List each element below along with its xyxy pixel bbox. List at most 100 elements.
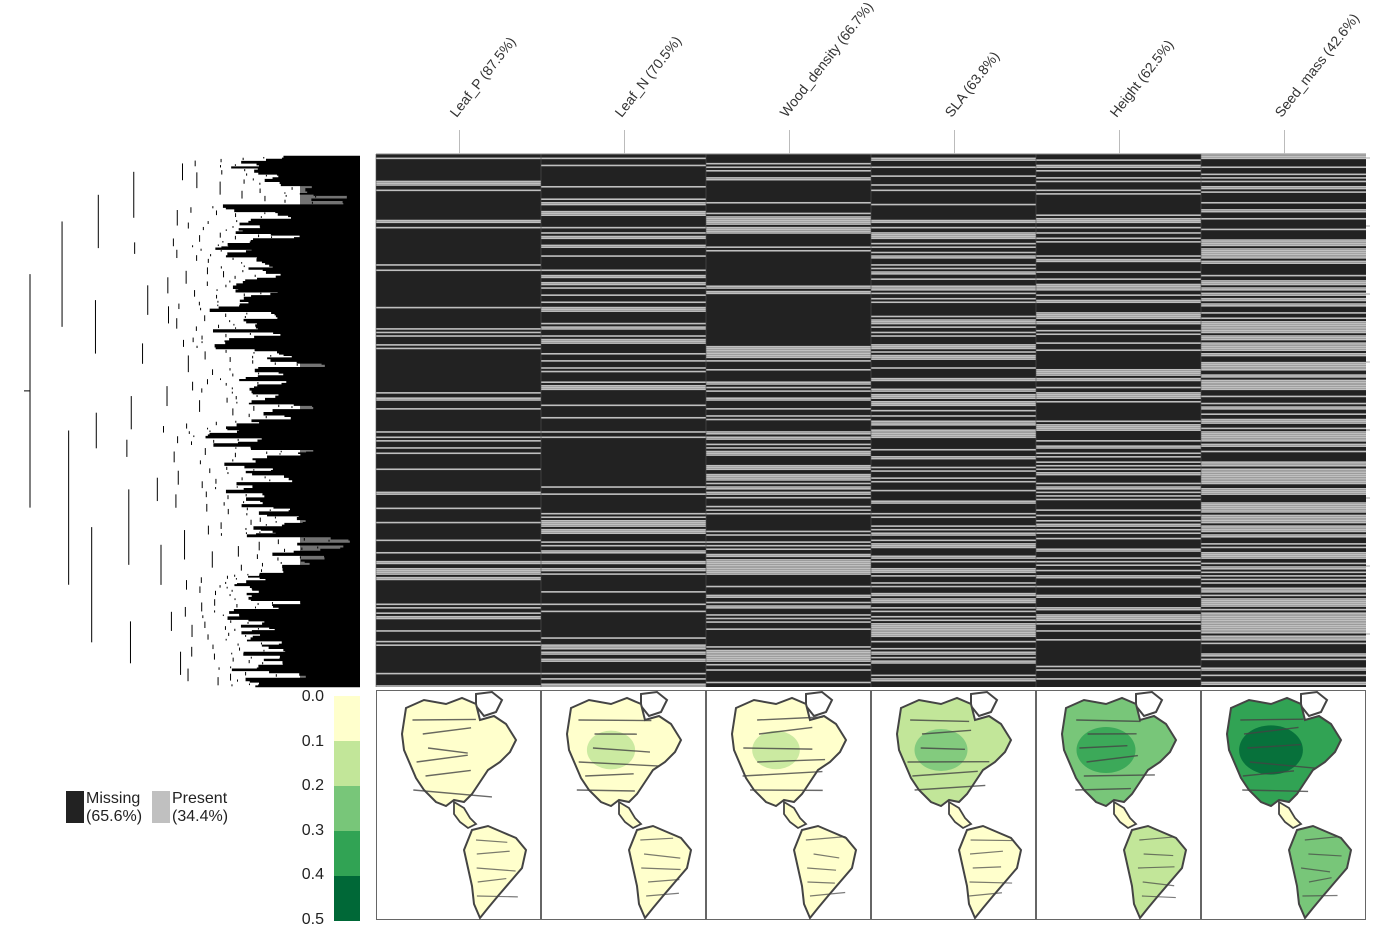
- heatmap-cell-present: [541, 342, 706, 344]
- heatmap-cell-present: [541, 294, 706, 296]
- heatmap-cell-present: [541, 545, 706, 547]
- heatmap-cell-present: [871, 657, 1036, 659]
- colorbar-segment-3: [334, 831, 360, 876]
- heatmap-cell-present: [871, 433, 1036, 435]
- heatmap-cell-present: [871, 293, 1036, 295]
- heatmap-cell-present: [706, 179, 871, 181]
- heatmap-cell-present: [1201, 522, 1366, 524]
- heatmap-cell-present: [1201, 461, 1366, 463]
- heatmap-cell-present: [1036, 394, 1201, 396]
- heatmap-cell-present: [1201, 630, 1366, 632]
- heatmap-cell-present: [1036, 181, 1201, 183]
- heatmap-cell-present: [871, 678, 1036, 680]
- heatmap-cell-present: [1201, 248, 1366, 250]
- heatmap-cell-present: [541, 246, 706, 248]
- heatmap-cell-present: [376, 227, 541, 229]
- heatmap-cell-present: [871, 348, 1036, 350]
- heatmap-cell-present: [541, 307, 706, 309]
- heatmap-cell-present: [541, 282, 706, 284]
- heatmap-cell-present: [1201, 280, 1366, 282]
- heatmap-cell-present: [541, 611, 706, 613]
- column-tick: [1284, 130, 1285, 154]
- heatmap-cell-present: [871, 422, 1036, 424]
- heatmap-cell-present: [871, 568, 1036, 570]
- heatmap-cell-present: [706, 497, 871, 499]
- heatmap-cell-present: [1036, 468, 1201, 470]
- heatmap-column-height: [1036, 154, 1201, 687]
- heatmap-cell-present: [871, 326, 1036, 328]
- heatmap-cell-present: [1201, 534, 1366, 536]
- heatmap-cell-present: [706, 566, 871, 568]
- heatmap-cell-present: [1201, 563, 1366, 565]
- heatmap-cell-present: [871, 680, 1036, 682]
- heatmap-cell-present: [706, 628, 871, 630]
- heatmap-cell-present: [1201, 566, 1366, 568]
- heatmap-cell-present: [1201, 525, 1366, 527]
- heatmap-cell-present: [1201, 639, 1366, 641]
- heatmap-cell-present: [706, 509, 871, 511]
- heatmap-cell-present: [1036, 300, 1201, 302]
- heatmap-cell-present: [541, 186, 706, 188]
- map-boundary: [1302, 895, 1337, 896]
- heatmap-cell-present: [871, 234, 1036, 236]
- heatmap-cell-present: [541, 524, 706, 526]
- heatmap-cell-present: [1201, 557, 1366, 559]
- heatmap-cell-present: [541, 436, 706, 438]
- heatmap-cell-present: [1201, 655, 1366, 657]
- heatmap-cell-present: [541, 651, 706, 653]
- heatmap-cell-present: [1201, 396, 1366, 398]
- heatmap-cell-present: [541, 214, 706, 216]
- heatmap-cell-present: [1201, 374, 1366, 376]
- heatmap-cell-present: [871, 625, 1036, 627]
- heatmap-cell-present: [1201, 209, 1366, 211]
- heatmap-cell-present: [1201, 481, 1366, 483]
- heatmap-cell-present: [871, 607, 1036, 609]
- heatmap-cell-present: [1036, 616, 1201, 618]
- heatmap-cell-present: [1201, 531, 1366, 533]
- heatmap-cell-present: [871, 619, 1036, 621]
- heatmap-cell-present: [1201, 554, 1366, 556]
- heatmap-cell-present: [871, 570, 1036, 572]
- heatmap-cell-present: [541, 310, 706, 312]
- heatmap-cell-present: [706, 387, 871, 389]
- heatmap-cell-present: [541, 211, 706, 213]
- heatmap-cell-present: [1201, 643, 1366, 645]
- colorbar-tick-label: 0.5: [290, 911, 324, 929]
- heatmap-cell-present: [706, 669, 871, 671]
- heatmap-cell-present: [1036, 284, 1201, 286]
- heatmap-cell-present: [1036, 488, 1201, 490]
- heatmap-cell-present: [376, 579, 541, 581]
- heatmap-cell-present: [706, 467, 871, 469]
- heatmap-cell-present: [541, 516, 706, 518]
- heatmap-cell-present: [541, 335, 706, 337]
- heatmap-cell-present: [376, 570, 541, 572]
- heatmap-cell-present: [1036, 238, 1201, 240]
- heatmap-cell-present: [1036, 669, 1201, 671]
- heatmap-cell-present: [706, 468, 871, 470]
- heatmap-cell-present: [541, 541, 706, 543]
- phylogeny-dendrogram: [0, 150, 370, 695]
- heatmap-cell-present: [1201, 492, 1366, 494]
- heatmap-cell-present: [1201, 582, 1366, 584]
- heatmap-cell-present: [1036, 285, 1201, 287]
- heatmap-cell-present: [1201, 520, 1366, 522]
- heatmap-cell-present: [706, 246, 871, 248]
- heatmap-cell-present: [376, 612, 541, 614]
- heatmap-cell-present: [1036, 421, 1201, 423]
- heatmap-cell-present: [376, 540, 541, 542]
- heatmap-cell-present: [1201, 344, 1366, 346]
- heatmap-cell-present: [1201, 669, 1366, 671]
- heatmap-column-leaf_p: [376, 154, 541, 687]
- heatmap-cell-present: [1036, 461, 1201, 463]
- heatmap-cell-present: [1036, 349, 1201, 351]
- heatmap-cell-present: [541, 648, 706, 650]
- heatmap-cell-present: [1201, 287, 1366, 289]
- heatmap-cell-present: [376, 220, 541, 222]
- heatmap-cell-present: [1036, 387, 1201, 389]
- heatmap-cell-present: [1201, 625, 1366, 627]
- heatmap-cell-present: [376, 392, 541, 394]
- heatmap-cell-present: [706, 534, 871, 536]
- heatmap-cell-present: [1036, 166, 1201, 168]
- heatmap-cell-present: [1036, 614, 1201, 616]
- map-hotspot: [752, 731, 800, 769]
